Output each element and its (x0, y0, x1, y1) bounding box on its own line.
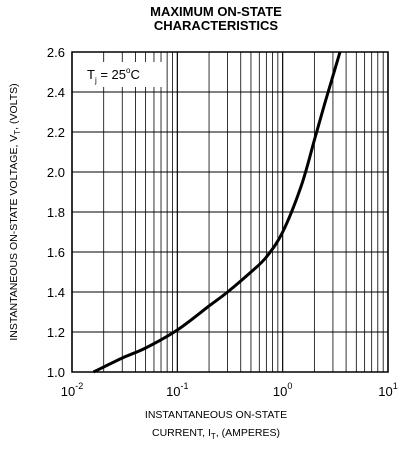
y-tick-label: 2.6 (47, 45, 65, 60)
annotation-box (82, 62, 162, 87)
tick-labels: 10-2 10-1 100 101 1.0 1.2 1.4 1.6 1.8 2.0 2.2 2.4 2.… (47, 45, 398, 399)
chart-subtitle: CHARACTERISTICS (154, 18, 279, 33)
y-tick-label: 1.6 (47, 245, 65, 260)
plot-frame (71, 51, 389, 373)
y-axis-label: INSTANTANEOUS ON-STATE VOLTAGE, VT, (VOL… (8, 83, 22, 340)
y-tick-label: 2.4 (47, 85, 65, 100)
x-tick-label: 10-2 (61, 381, 83, 399)
x-axis-label-line2: CURRENT, IT, (AMPERES) (152, 427, 280, 441)
x-tick-label: 10-1 (166, 381, 188, 399)
y-tick-label: 1.0 (47, 365, 65, 380)
x-tick-label: 101 (378, 381, 397, 399)
y-tick-label: 1.4 (47, 285, 65, 300)
grid (71, 51, 389, 373)
x-axis-label-line1: INSTANTANEOUS ON-STATE (145, 409, 287, 421)
y-tick-label: 1.2 (47, 325, 65, 340)
chart-title: MAXIMUM ON-STATE (150, 4, 282, 19)
y-tick-label: 1.8 (47, 205, 65, 220)
x-tick-label: 100 (273, 381, 292, 399)
annotation-tj: Tj = 25oC (87, 66, 140, 85)
y-tick-label: 2.0 (47, 165, 65, 180)
series-line (92, 51, 342, 374)
y-tick-label: 2.2 (47, 125, 65, 140)
